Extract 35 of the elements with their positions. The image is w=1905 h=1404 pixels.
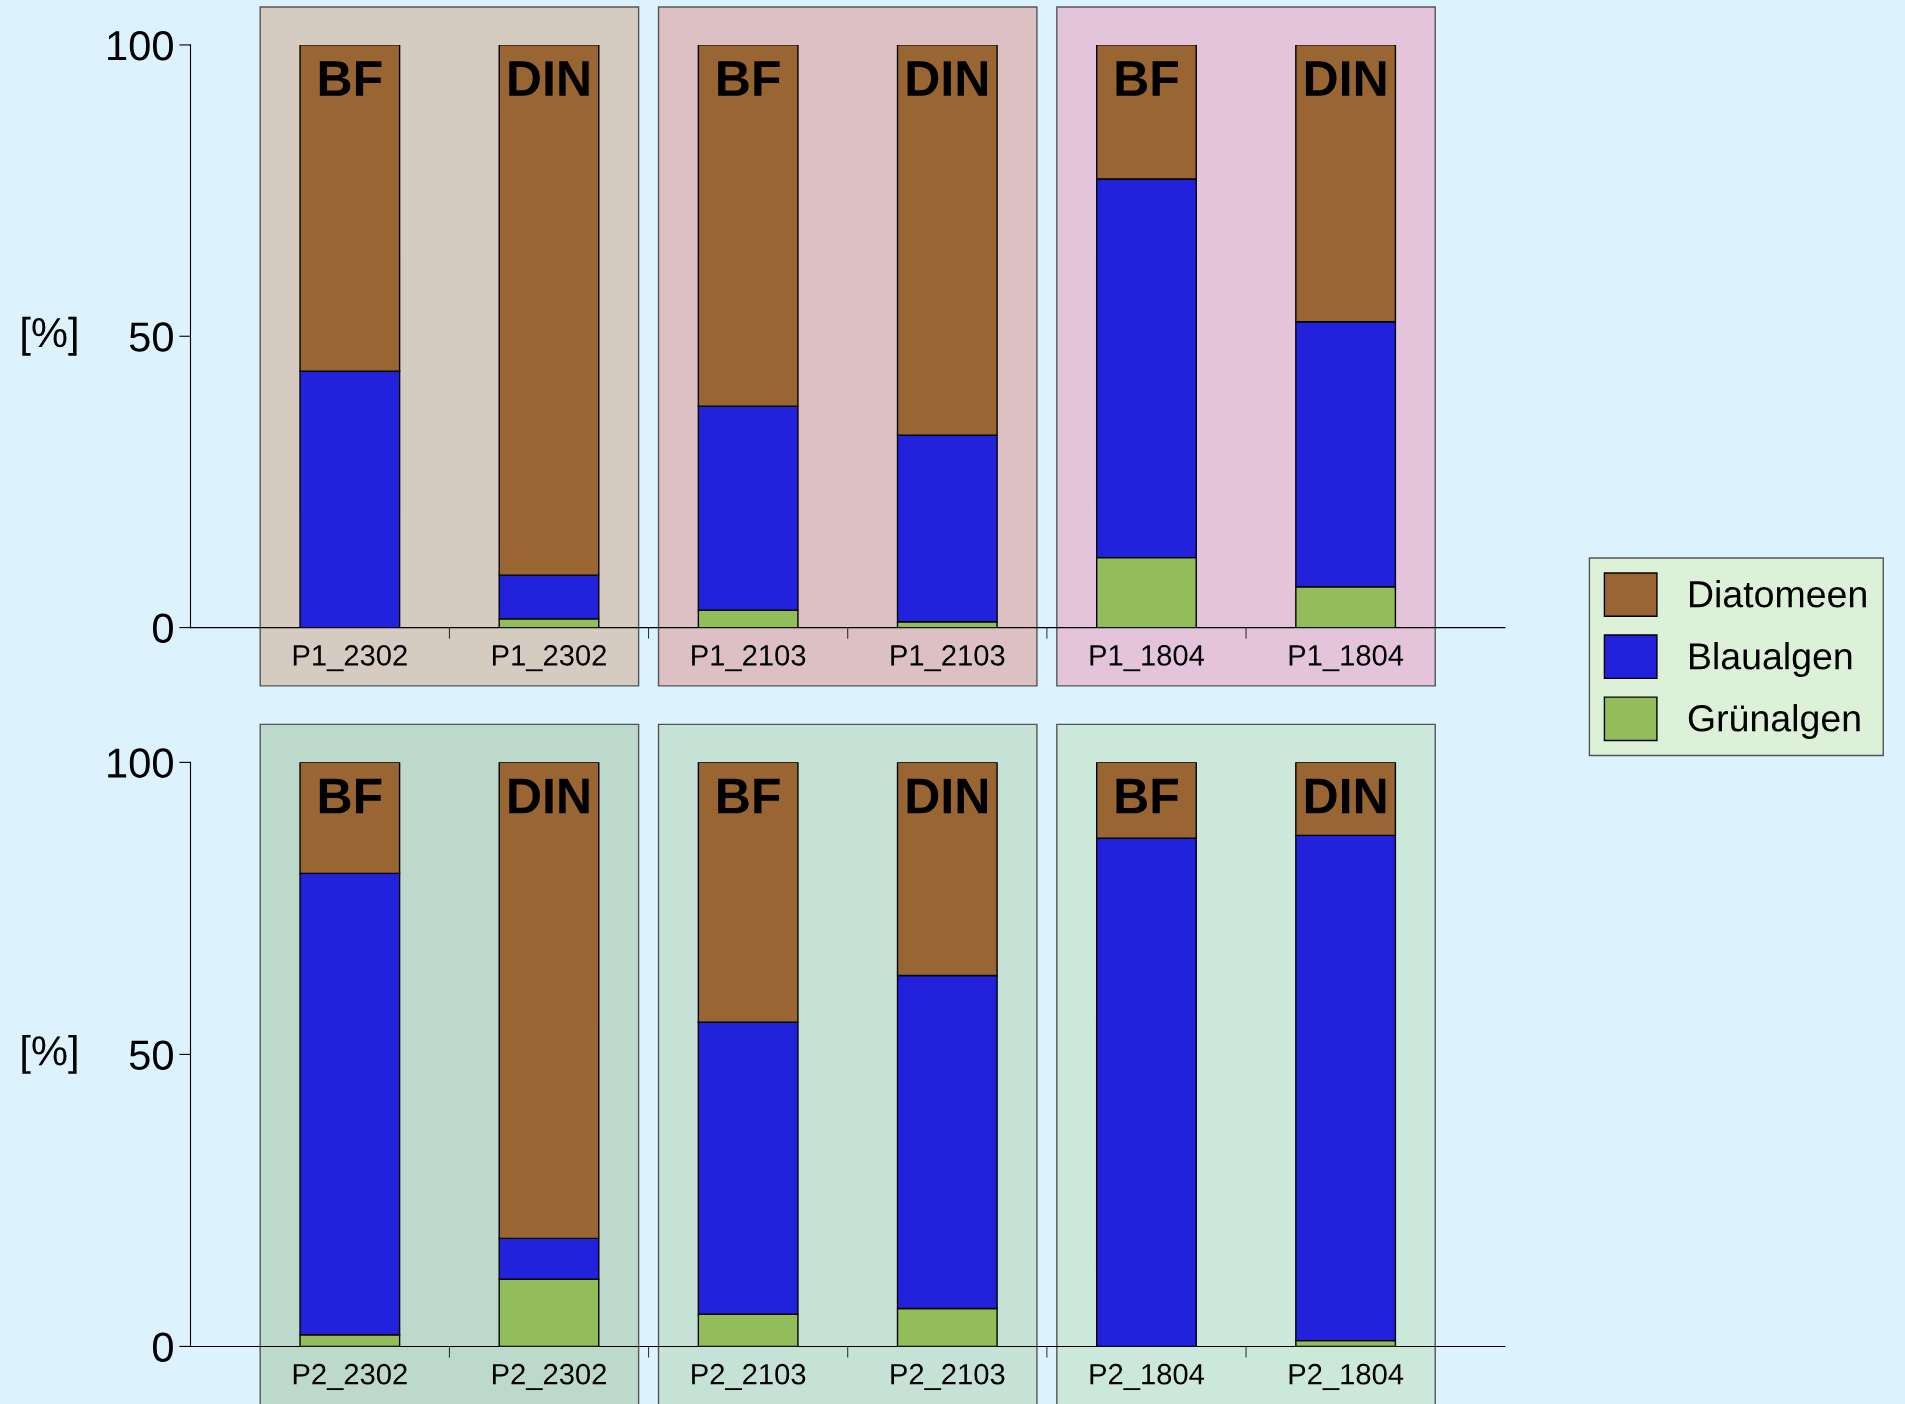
annotation: BF bbox=[1116, 778, 1178, 814]
y-axis-title: [%] bbox=[22, 1034, 77, 1074]
legend-label: Diatomeen bbox=[1690, 579, 1866, 608]
annotation: DIN bbox=[509, 778, 589, 814]
x-tick-label: P1_2302 bbox=[293, 645, 407, 672]
x-tick-label: P1_2302 bbox=[492, 645, 606, 672]
x-tick-label: P2_1804 bbox=[1289, 1363, 1404, 1391]
annotation: DIN bbox=[1305, 61, 1386, 96]
legend-label: Blaualgen bbox=[1690, 642, 1852, 677]
x-tick-label: P1_1804 bbox=[1289, 645, 1404, 672]
x-tick-label: P2_2302 bbox=[492, 1363, 606, 1391]
annotation: BF bbox=[718, 778, 780, 814]
x-tick-label: P2_2103 bbox=[891, 1363, 1005, 1391]
y-tick-label: 100 bbox=[108, 30, 173, 61]
y-tick-label: 0 bbox=[152, 1332, 173, 1362]
x-tick-label: P2_1804 bbox=[1090, 1363, 1204, 1391]
y-tick-label: 100 bbox=[108, 748, 173, 778]
annotation: DIN bbox=[907, 778, 987, 814]
annotation: BF bbox=[718, 61, 780, 96]
y-tick-label: 50 bbox=[129, 322, 173, 352]
annotation: BF bbox=[319, 778, 382, 814]
x-tick-label: P2_2302 bbox=[293, 1363, 407, 1391]
x-tick-label: P1_2103 bbox=[692, 645, 806, 672]
annotation: BF bbox=[319, 61, 382, 96]
annotation: DIN bbox=[509, 61, 589, 96]
x-tick-label: P1_1804 bbox=[1090, 645, 1204, 672]
annotation: DIN bbox=[1305, 778, 1386, 814]
y-tick-label: 50 bbox=[129, 1040, 173, 1070]
legend-label: Grünalgen bbox=[1688, 704, 1860, 740]
x-tick-label: P1_2103 bbox=[891, 645, 1005, 672]
annotation: DIN bbox=[907, 61, 987, 96]
y-axis-title: [%] bbox=[22, 316, 77, 356]
y-tick-label: 0 bbox=[152, 613, 173, 644]
annotation: BF bbox=[1116, 61, 1178, 96]
x-tick-label: P2_2103 bbox=[692, 1363, 806, 1391]
